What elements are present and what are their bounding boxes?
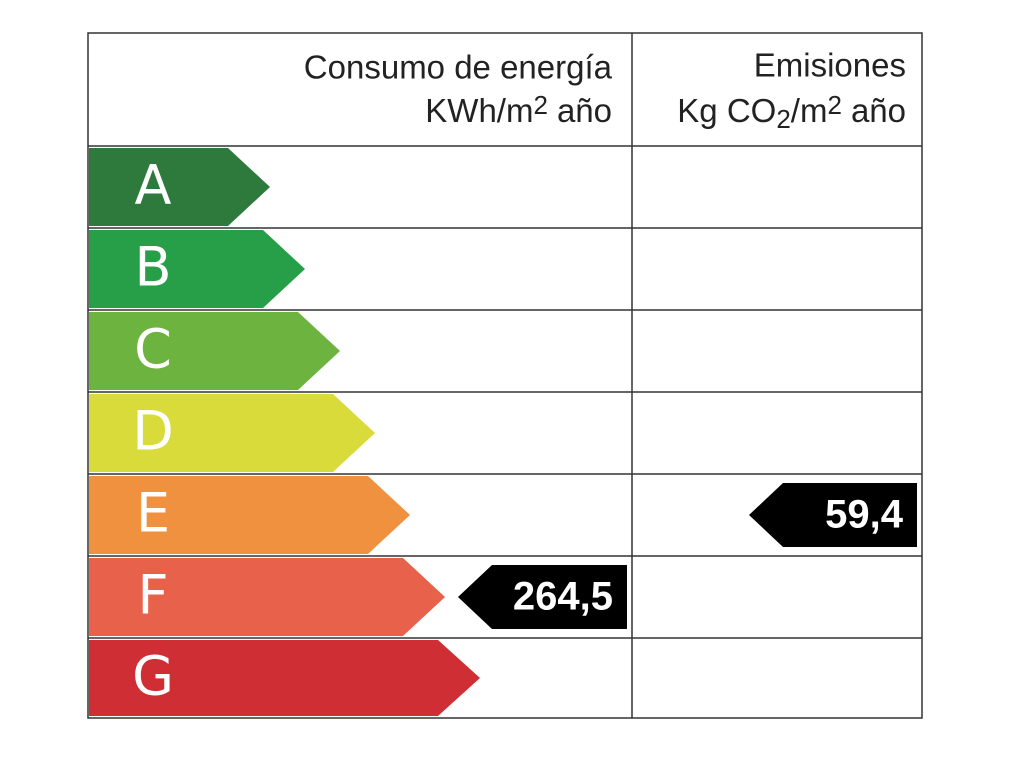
unit-part: Kg CO [677,92,776,129]
rating-arrow [89,394,375,472]
rating-value: 264,5 [513,575,613,619]
energy-unit: KWh/m2 año [425,90,612,129]
rating-letter: G [132,645,174,708]
emissions-unit: Kg CO2/m2 año [677,90,906,134]
rating-letter: E [136,482,170,545]
emissions-title: Emisiones [754,47,906,84]
rating-letter: C [134,318,172,381]
unit-part: año [851,92,906,129]
rating-arrow [89,230,305,308]
energy-title: Consumo de energía [304,49,613,86]
rating-arrow [89,476,410,554]
unit-part: /m [791,92,828,129]
rating-marker [749,483,917,547]
rating-value: 59,4 [825,493,904,537]
rating-letter: F [137,564,168,627]
unit-sub: 2 [776,104,790,134]
rating-letter: B [134,236,171,299]
rating-arrow [89,148,270,226]
table-frame [87,32,923,719]
unit-sup: 2 [827,90,841,120]
rating-arrow [89,312,340,390]
unit-part: KWh/m [425,92,533,129]
rating-letter: A [135,154,172,217]
rating-letter: D [132,400,174,463]
rating-arrow [89,558,445,636]
rating-arrow [89,640,480,716]
rating-marker [458,565,627,629]
unit-part: año [557,92,612,129]
unit-sup: 2 [533,90,547,120]
